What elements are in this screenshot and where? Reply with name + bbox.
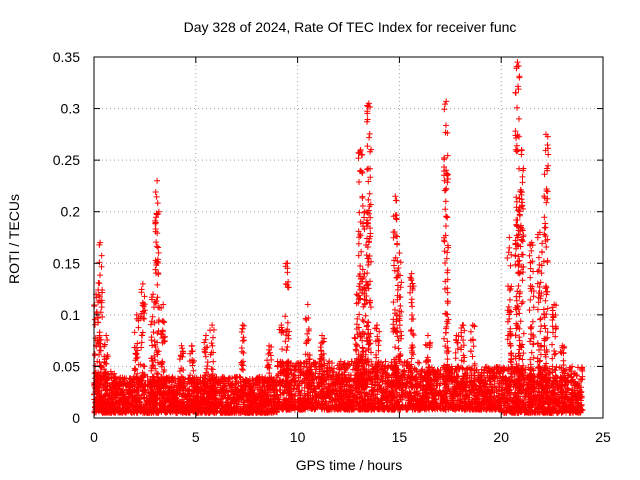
- data-point: [347, 372, 354, 379]
- data-points: [91, 59, 586, 416]
